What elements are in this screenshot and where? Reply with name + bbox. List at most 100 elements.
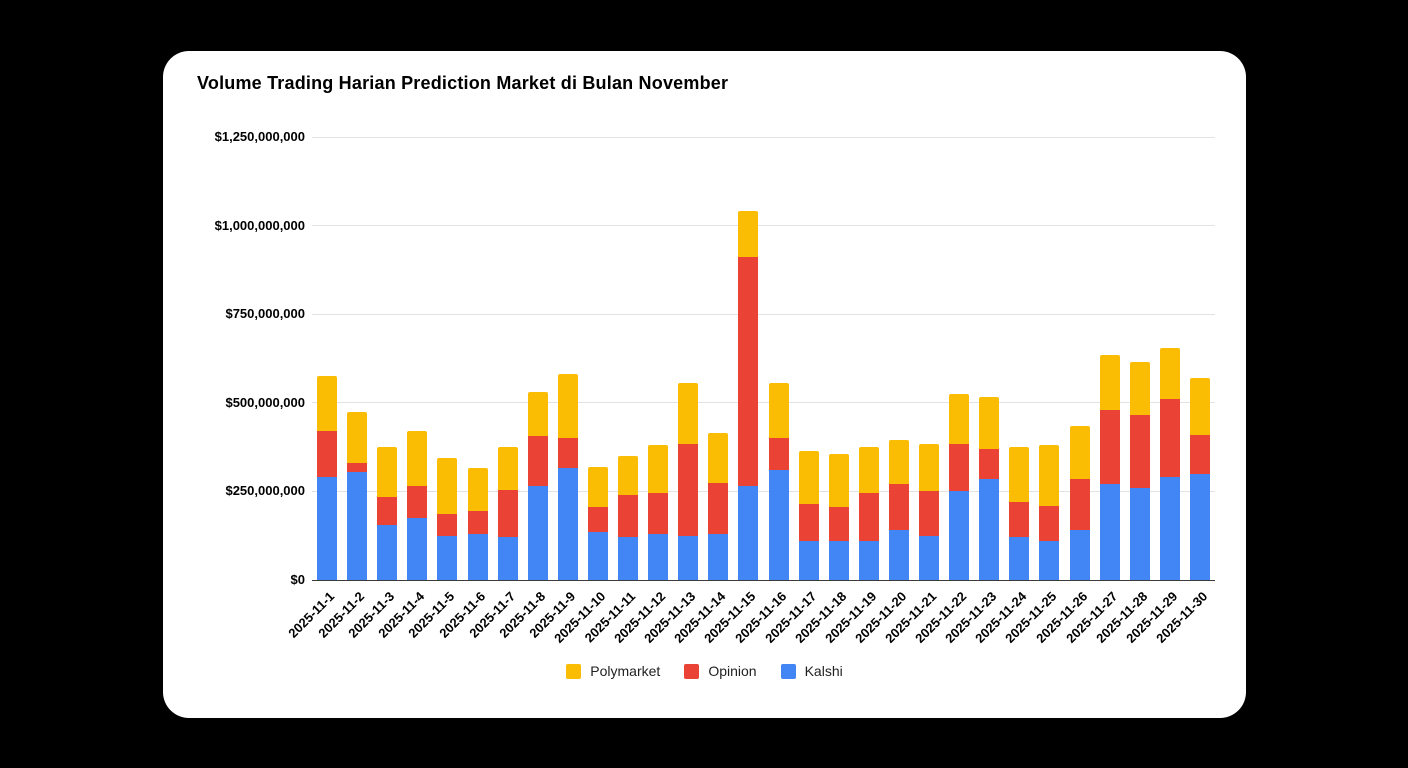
bar-segment-kalshi-2025-11-3[interactable] [377, 525, 398, 580]
bar-segment-kalshi-2025-11-28[interactable] [1129, 487, 1150, 580]
bar-segment-kalshi-2025-11-16[interactable] [768, 470, 789, 580]
bar-segment-polymarket-2025-11-13[interactable] [678, 383, 699, 444]
legend-item-polymarket[interactable]: Polymarket [566, 663, 660, 679]
legend-item-opinion[interactable]: Opinion [684, 663, 757, 679]
bar-segment-polymarket-2025-11-5[interactable] [437, 457, 458, 515]
bar-segment-polymarket-2025-11-11[interactable] [618, 455, 639, 495]
legend-swatch-kalshi [780, 663, 796, 679]
bar-segment-polymarket-2025-11-14[interactable] [708, 432, 729, 483]
bar-segment-polymarket-2025-11-1[interactable] [317, 376, 338, 432]
bar-segment-opinion-2025-11-26[interactable] [1069, 478, 1090, 531]
bar-segment-kalshi-2025-11-29[interactable] [1159, 477, 1180, 580]
bar-segment-opinion-2025-11-19[interactable] [858, 493, 879, 542]
bar-segment-kalshi-2025-11-30[interactable] [1189, 473, 1210, 580]
bar-segment-polymarket-2025-11-10[interactable] [587, 466, 608, 508]
bar-segment-polymarket-2025-11-8[interactable] [527, 392, 548, 437]
bar-segment-polymarket-2025-11-20[interactable] [888, 440, 909, 485]
bar-segment-opinion-2025-11-21[interactable] [919, 491, 940, 536]
bar-segment-kalshi-2025-11-4[interactable] [407, 517, 428, 580]
bar-segment-opinion-2025-11-20[interactable] [888, 484, 909, 531]
bar-segment-polymarket-2025-11-23[interactable] [979, 397, 1000, 449]
bar-segment-kalshi-2025-11-25[interactable] [1039, 541, 1060, 580]
bar-segment-opinion-2025-11-16[interactable] [768, 438, 789, 471]
chart-title: Volume Trading Harian Prediction Market … [197, 73, 729, 93]
bar-segment-polymarket-2025-11-7[interactable] [497, 447, 518, 490]
bar-segment-polymarket-2025-11-15[interactable] [738, 211, 759, 258]
bar-segment-polymarket-2025-11-30[interactable] [1189, 377, 1210, 435]
bar-segment-kalshi-2025-11-13[interactable] [678, 535, 699, 580]
bar-segment-opinion-2025-11-28[interactable] [1129, 415, 1150, 488]
bar-segment-kalshi-2025-11-7[interactable] [497, 537, 518, 580]
bar-segment-opinion-2025-11-1[interactable] [317, 431, 338, 478]
legend-swatch-opinion [684, 663, 700, 679]
bar-segment-kalshi-2025-11-23[interactable] [979, 478, 1000, 580]
bar-segment-kalshi-2025-11-6[interactable] [467, 533, 488, 580]
bar-segment-polymarket-2025-11-3[interactable] [377, 447, 398, 497]
bar-segment-kalshi-2025-11-19[interactable] [858, 541, 879, 580]
bar-segment-opinion-2025-11-12[interactable] [648, 493, 669, 534]
bar-segment-kalshi-2025-11-22[interactable] [949, 491, 970, 580]
bar-segment-polymarket-2025-11-17[interactable] [798, 450, 819, 504]
bar-segment-opinion-2025-11-15[interactable] [738, 257, 759, 487]
bar-segment-polymarket-2025-11-21[interactable] [919, 443, 940, 492]
bar-segment-polymarket-2025-11-22[interactable] [949, 393, 970, 444]
bar-segment-kalshi-2025-11-27[interactable] [1099, 484, 1120, 580]
bar-segment-kalshi-2025-11-10[interactable] [587, 532, 608, 580]
gridline [312, 402, 1215, 404]
bar-segment-kalshi-2025-11-20[interactable] [888, 530, 909, 580]
bar-segment-kalshi-2025-11-5[interactable] [437, 535, 458, 580]
bar-segment-opinion-2025-11-29[interactable] [1159, 399, 1180, 478]
bar-segment-opinion-2025-11-24[interactable] [1009, 502, 1030, 538]
bar-segment-opinion-2025-11-3[interactable] [377, 496, 398, 526]
bar-segment-kalshi-2025-11-2[interactable] [347, 471, 368, 580]
bar-segment-polymarket-2025-11-28[interactable] [1129, 362, 1150, 416]
bar-segment-opinion-2025-11-10[interactable] [587, 507, 608, 533]
bar-segment-polymarket-2025-11-29[interactable] [1159, 347, 1180, 400]
bar-segment-polymarket-2025-11-2[interactable] [347, 411, 368, 464]
bar-segment-kalshi-2025-11-14[interactable] [708, 533, 729, 580]
legend-item-kalshi[interactable]: Kalshi [780, 663, 843, 679]
bar-segment-polymarket-2025-11-19[interactable] [858, 447, 879, 494]
bar-segment-kalshi-2025-11-26[interactable] [1069, 530, 1090, 580]
bar-segment-opinion-2025-11-23[interactable] [979, 448, 1000, 479]
bar-segment-polymarket-2025-11-12[interactable] [648, 445, 669, 494]
bar-segment-polymarket-2025-11-16[interactable] [768, 383, 789, 439]
bar-segment-kalshi-2025-11-24[interactable] [1009, 537, 1030, 580]
legend-label: Opinion [708, 663, 757, 679]
bar-segment-opinion-2025-11-2[interactable] [347, 463, 368, 472]
bar-segment-opinion-2025-11-9[interactable] [557, 438, 578, 469]
bar-segment-polymarket-2025-11-9[interactable] [557, 374, 578, 439]
bar-segment-kalshi-2025-11-15[interactable] [738, 486, 759, 580]
bar-segment-opinion-2025-11-27[interactable] [1099, 409, 1120, 485]
bar-segment-kalshi-2025-11-17[interactable] [798, 541, 819, 580]
bar-segment-opinion-2025-11-22[interactable] [949, 443, 970, 492]
bar-segment-polymarket-2025-11-27[interactable] [1099, 354, 1120, 410]
bar-segment-kalshi-2025-11-18[interactable] [828, 541, 849, 580]
bar-segment-polymarket-2025-11-6[interactable] [467, 468, 488, 511]
bar-segment-opinion-2025-11-11[interactable] [618, 494, 639, 538]
bar-segment-opinion-2025-11-17[interactable] [798, 503, 819, 541]
bar-segment-opinion-2025-11-30[interactable] [1189, 434, 1210, 474]
x-axis-line [312, 579, 1215, 581]
bar-segment-polymarket-2025-11-18[interactable] [828, 454, 849, 508]
bar-segment-opinion-2025-11-4[interactable] [407, 486, 428, 518]
bar-segment-kalshi-2025-11-11[interactable] [618, 537, 639, 580]
bar-segment-kalshi-2025-11-9[interactable] [557, 468, 578, 580]
bar-segment-opinion-2025-11-8[interactable] [527, 436, 548, 487]
bar-segment-kalshi-2025-11-21[interactable] [919, 535, 940, 580]
gridline [312, 313, 1215, 315]
bar-segment-kalshi-2025-11-1[interactable] [317, 477, 338, 580]
bar-segment-polymarket-2025-11-24[interactable] [1009, 447, 1030, 503]
bar-segment-kalshi-2025-11-12[interactable] [648, 533, 669, 580]
bar-segment-kalshi-2025-11-8[interactable] [527, 486, 548, 580]
bar-segment-opinion-2025-11-25[interactable] [1039, 505, 1060, 541]
bar-segment-polymarket-2025-11-25[interactable] [1039, 445, 1060, 506]
bar-segment-opinion-2025-11-7[interactable] [497, 489, 518, 538]
bar-segment-polymarket-2025-11-26[interactable] [1069, 425, 1090, 479]
bar-segment-opinion-2025-11-14[interactable] [708, 482, 729, 534]
bar-segment-opinion-2025-11-13[interactable] [678, 443, 699, 536]
bar-segment-opinion-2025-11-5[interactable] [437, 514, 458, 536]
bar-segment-polymarket-2025-11-4[interactable] [407, 431, 428, 487]
bar-segment-opinion-2025-11-18[interactable] [828, 507, 849, 541]
bar-segment-opinion-2025-11-6[interactable] [467, 510, 488, 534]
